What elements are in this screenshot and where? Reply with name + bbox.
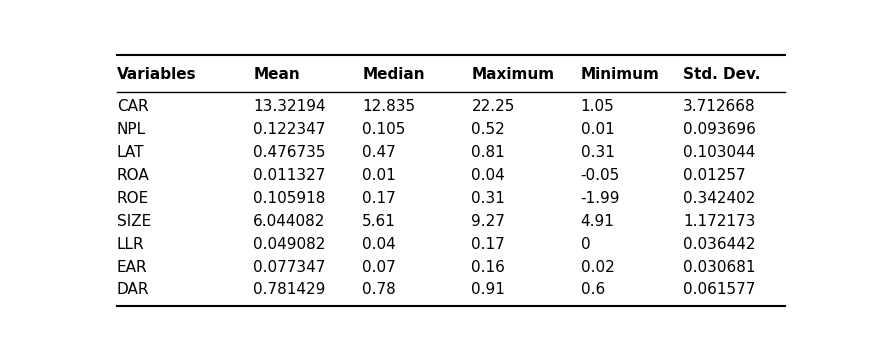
Text: 12.835: 12.835: [363, 99, 415, 114]
Text: -0.05: -0.05: [581, 168, 620, 183]
Text: ROA: ROA: [117, 168, 150, 183]
Text: -1.99: -1.99: [581, 191, 620, 206]
Text: 0.049082: 0.049082: [253, 237, 326, 252]
Text: 0.91: 0.91: [472, 282, 505, 298]
Text: 0.6: 0.6: [581, 282, 605, 298]
Text: 9.27: 9.27: [472, 214, 505, 229]
Text: Mean: Mean: [253, 67, 300, 82]
Text: 0.122347: 0.122347: [253, 122, 326, 137]
Text: Variables: Variables: [117, 67, 196, 82]
Text: NPL: NPL: [117, 122, 146, 137]
Text: 0.01: 0.01: [581, 122, 614, 137]
Text: 22.25: 22.25: [472, 99, 515, 114]
Text: Std. Dev.: Std. Dev.: [683, 67, 760, 82]
Text: 0.105918: 0.105918: [253, 191, 326, 206]
Text: Median: Median: [363, 67, 425, 82]
Text: 1.172173: 1.172173: [683, 214, 755, 229]
Text: 0: 0: [581, 237, 590, 252]
Text: 13.32194: 13.32194: [253, 99, 326, 114]
Text: 0.105: 0.105: [363, 122, 406, 137]
Text: 0.17: 0.17: [472, 237, 505, 252]
Text: 0.011327: 0.011327: [253, 168, 326, 183]
Text: 0.04: 0.04: [472, 168, 505, 183]
Text: 0.81: 0.81: [472, 145, 505, 160]
Text: Minimum: Minimum: [581, 67, 659, 82]
Text: 0.02: 0.02: [581, 260, 614, 274]
Text: 0.31: 0.31: [581, 145, 614, 160]
Text: 0.342402: 0.342402: [683, 191, 755, 206]
Text: 0.16: 0.16: [472, 260, 505, 274]
Text: 0.077347: 0.077347: [253, 260, 326, 274]
Text: LAT: LAT: [117, 145, 144, 160]
Text: ROE: ROE: [117, 191, 149, 206]
Text: 0.036442: 0.036442: [683, 237, 755, 252]
Text: 0.01: 0.01: [363, 168, 396, 183]
Text: 0.01257: 0.01257: [683, 168, 745, 183]
Text: 0.093696: 0.093696: [683, 122, 756, 137]
Text: LLR: LLR: [117, 237, 144, 252]
Text: SIZE: SIZE: [117, 214, 151, 229]
Text: 0.103044: 0.103044: [683, 145, 755, 160]
Text: 5.61: 5.61: [363, 214, 396, 229]
Text: EAR: EAR: [117, 260, 148, 274]
Text: 0.78: 0.78: [363, 282, 396, 298]
Text: 0.04: 0.04: [363, 237, 396, 252]
Text: 0.07: 0.07: [363, 260, 396, 274]
Text: 0.47: 0.47: [363, 145, 396, 160]
Text: 0.781429: 0.781429: [253, 282, 326, 298]
Text: 0.030681: 0.030681: [683, 260, 755, 274]
Text: 3.712668: 3.712668: [683, 99, 756, 114]
Text: 0.52: 0.52: [472, 122, 505, 137]
Text: 0.31: 0.31: [472, 191, 505, 206]
Text: Maximum: Maximum: [472, 67, 554, 82]
Text: 0.061577: 0.061577: [683, 282, 755, 298]
Text: 4.91: 4.91: [581, 214, 614, 229]
Text: DAR: DAR: [117, 282, 150, 298]
Text: 0.17: 0.17: [363, 191, 396, 206]
Text: 6.044082: 6.044082: [253, 214, 326, 229]
Text: CAR: CAR: [117, 99, 149, 114]
Text: 1.05: 1.05: [581, 99, 614, 114]
Text: 0.476735: 0.476735: [253, 145, 326, 160]
